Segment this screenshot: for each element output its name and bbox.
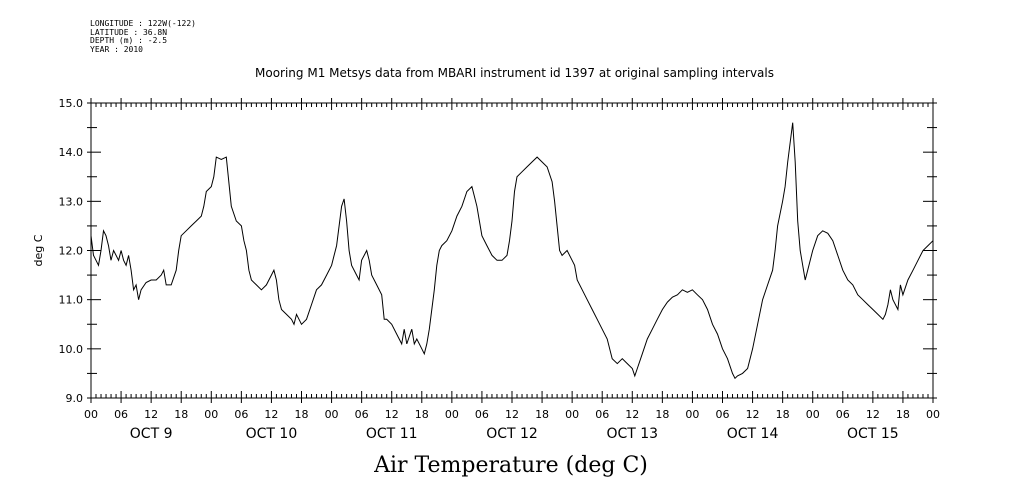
x-hour-tick-label: 12 xyxy=(625,408,639,421)
x-hour-tick-label: 18 xyxy=(174,408,188,421)
x-hour-tick-label: 00 xyxy=(806,408,820,421)
y-tick-label: 10.0 xyxy=(59,343,84,356)
chart-title: Mooring M1 Metsys data from MBARI instru… xyxy=(255,66,774,80)
x-hour-tick-label: 00 xyxy=(84,408,98,421)
metadata-block: LONGITUDE : 122W(-122) LATITUDE : 36.8N … xyxy=(90,19,196,54)
x-hour-tick-label: 06 xyxy=(716,408,730,421)
x-hour-tick-label: 18 xyxy=(655,408,669,421)
x-hour-tick-label: 18 xyxy=(295,408,309,421)
year-label: YEAR : 2010 xyxy=(90,44,143,54)
y-tick-label: 9.0 xyxy=(66,392,84,405)
depth-label: DEPTH (m) : -2.5 xyxy=(90,36,168,45)
x-day-label: OCT 9 xyxy=(130,426,173,442)
x-day-label: OCT 10 xyxy=(246,426,298,442)
x-hour-tick-label: 06 xyxy=(234,408,248,421)
x-hour-tick-label: 06 xyxy=(836,408,850,421)
x-hour-tick-label: 06 xyxy=(595,408,609,421)
x-hour-tick-label: 12 xyxy=(264,408,278,421)
x-hour-tick-label: 12 xyxy=(746,408,760,421)
x-hour-tick-label: 06 xyxy=(475,408,489,421)
y-tick-label: 15.0 xyxy=(59,97,84,110)
x-hour-tick-label: 12 xyxy=(385,408,399,421)
x-hour-tick-label: 00 xyxy=(685,408,699,421)
y-tick-label: 14.0 xyxy=(59,146,84,159)
x-hour-tick-label: 00 xyxy=(204,408,218,421)
x-day-label: OCT 11 xyxy=(366,426,418,442)
y-tick-label: 11.0 xyxy=(59,294,84,307)
x-day-label: OCT 15 xyxy=(847,426,899,442)
x-hour-tick-label: 00 xyxy=(565,408,579,421)
chart-title-wrap: Mooring M1 Metsys data from MBARI instru… xyxy=(0,66,1009,80)
longitude-label: LONGITUDE : 122W(-122) xyxy=(90,19,196,28)
x-hour-tick-label: 12 xyxy=(866,408,880,421)
x-hour-tick-label: 00 xyxy=(445,408,459,421)
x-hour-tick-label: 00 xyxy=(325,408,339,421)
x-hour-tick-label: 12 xyxy=(144,408,158,421)
x-day-label: OCT 14 xyxy=(727,426,779,442)
x-hour-tick-label: 18 xyxy=(776,408,790,421)
y-tick-label: 13.0 xyxy=(59,195,84,208)
x-axis-title-wrap: Air Temperature (deg C) xyxy=(0,453,1009,478)
x-hour-tick-label: 00 xyxy=(926,408,940,421)
x-hour-tick-label: 18 xyxy=(535,408,549,421)
x-hour-tick-label: 06 xyxy=(114,408,128,421)
y-tick-label: 12.0 xyxy=(59,245,84,258)
x-day-label: OCT 13 xyxy=(606,426,658,442)
x-hour-tick-label: 06 xyxy=(355,408,369,421)
y-axis-label: deg C xyxy=(32,234,45,266)
x-hour-tick-label: 18 xyxy=(415,408,429,421)
x-axis-title: Air Temperature (deg C) xyxy=(374,453,648,478)
series-line-0 xyxy=(90,122,934,380)
x-day-label: OCT 12 xyxy=(486,426,538,442)
latitude-label: LATITUDE : 36.8N xyxy=(90,27,168,37)
plot-frame xyxy=(90,102,934,399)
x-hour-tick-label: 18 xyxy=(896,408,910,421)
x-hour-tick-label: 12 xyxy=(505,408,519,421)
